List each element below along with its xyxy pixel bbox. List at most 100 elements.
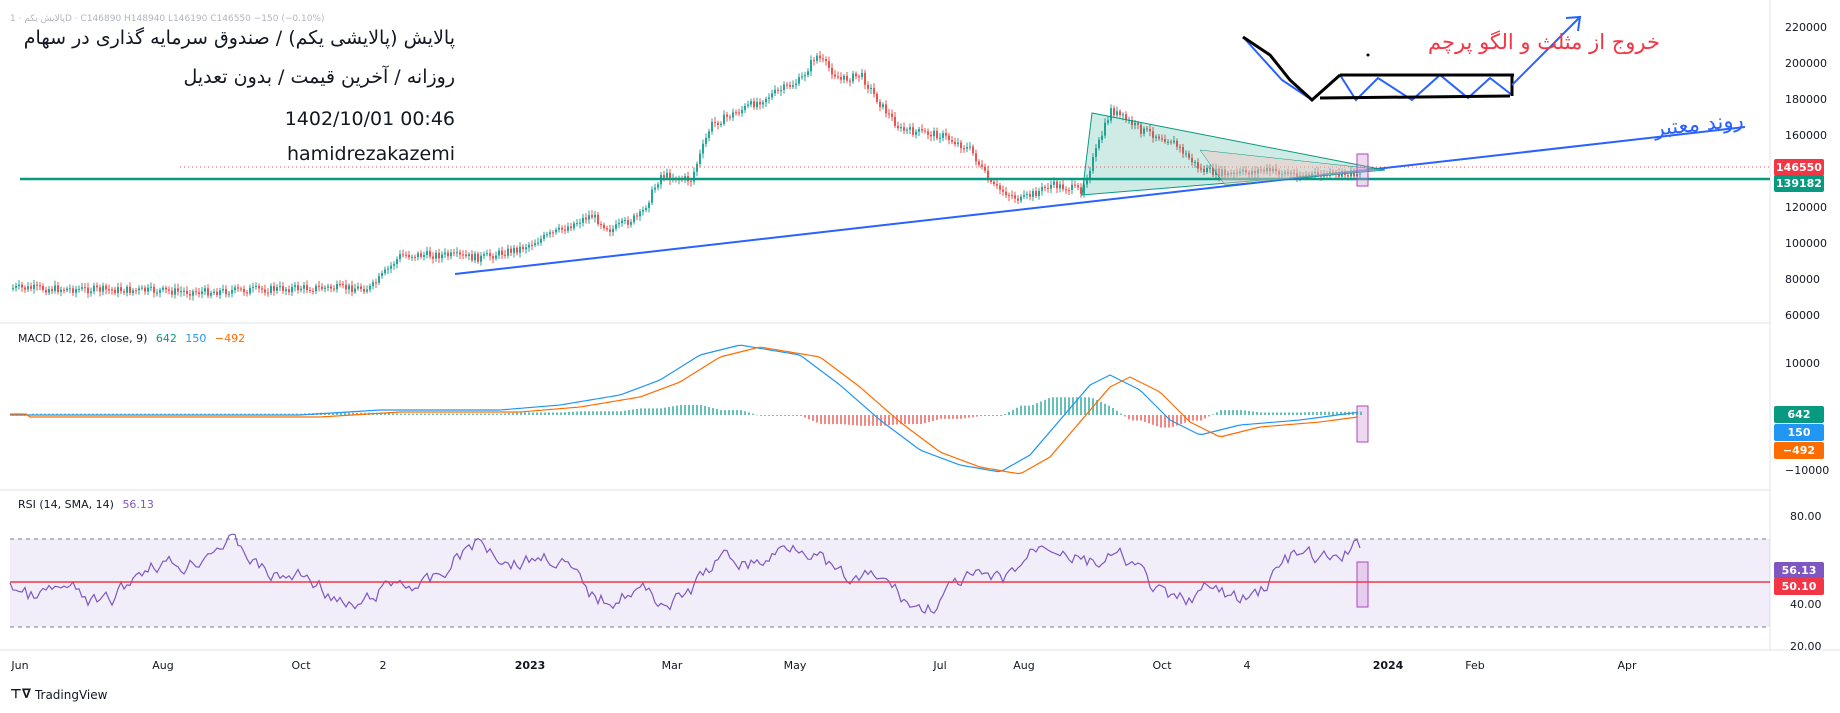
- candle-body: [300, 288, 302, 291]
- macd-hist-bar: [1148, 415, 1150, 424]
- candle-body: [879, 101, 881, 107]
- macd-hist-bar: [1004, 413, 1006, 415]
- macd-hist-bar: [968, 415, 970, 418]
- candle-body: [348, 285, 350, 290]
- candle-body: [1068, 189, 1070, 191]
- macd-hist-bar: [908, 415, 910, 425]
- macd-hist-bar: [816, 415, 818, 423]
- candle-body: [507, 248, 509, 256]
- candle-body: [933, 130, 935, 137]
- flag-bottom-line: [1319, 94, 1511, 100]
- candle-body: [36, 284, 38, 286]
- candle-body: [909, 127, 911, 130]
- candle-body: [198, 292, 200, 294]
- candle-body: [1056, 181, 1058, 189]
- candle-body: [756, 101, 758, 108]
- macd-hist-bar: [612, 411, 614, 415]
- candle-body: [870, 88, 872, 90]
- highlight-box-rsi[interactable]: [1356, 561, 1369, 608]
- candle-body: [354, 288, 356, 292]
- macd-hist-bar: [576, 411, 578, 415]
- candle-body: [414, 256, 416, 258]
- rsi-tick-label: 20.00: [1790, 640, 1822, 653]
- macd-hist-bar: [720, 410, 722, 415]
- candle-body: [48, 289, 50, 293]
- candle-body: [1272, 168, 1274, 172]
- macd-hist-bar: [1000, 415, 1002, 417]
- candle-body: [825, 59, 827, 62]
- candle-body: [555, 229, 557, 233]
- candle-body: [474, 253, 476, 261]
- macd-hist-bar: [288, 413, 290, 415]
- candle-body: [1119, 111, 1121, 116]
- candle-body: [1257, 169, 1259, 174]
- macd-hist-bar: [1328, 411, 1330, 415]
- candle-body: [54, 285, 56, 291]
- candle-body: [1236, 172, 1238, 174]
- candle-body: [147, 287, 149, 292]
- candle-body: [141, 287, 143, 289]
- time-tick-label: 4: [1243, 659, 1251, 672]
- candle-body: [78, 288, 80, 290]
- macd-hist-bar: [756, 414, 758, 416]
- candle-body: [216, 291, 218, 296]
- candle-body: [993, 181, 995, 185]
- macd-hist-bar: [632, 409, 634, 415]
- macd-hist-bar: [176, 413, 178, 415]
- macd-hist-bar: [84, 413, 86, 415]
- candle-body: [1095, 148, 1097, 158]
- last-price-badge: 146550: [1774, 159, 1824, 176]
- macd-hist-bar: [348, 412, 350, 415]
- candle-body: [117, 287, 119, 294]
- macd-hist-bar: [1136, 415, 1138, 421]
- macd-hist-bar: [1216, 412, 1218, 415]
- macd-hist-bar: [108, 413, 110, 415]
- candle-body: [1218, 168, 1220, 177]
- macd-legend[interactable]: MACD (12, 26, close, 9) 642 150 −492: [18, 332, 245, 345]
- tradingview-brand[interactable]: ⊤∇ TradingView: [10, 687, 107, 702]
- rsi-legend[interactable]: RSI (14, SMA, 14) 56.13: [18, 498, 154, 511]
- triangle-pattern[interactable]: [1081, 112, 1386, 196]
- candle-body: [534, 243, 536, 246]
- macd-hist-bar: [72, 413, 74, 415]
- candle-body: [516, 247, 518, 253]
- macd-hist-bar: [1044, 399, 1046, 415]
- candle-body: [822, 58, 824, 60]
- macd-hist-bar: [692, 404, 694, 415]
- macd-hist-bar: [64, 413, 66, 415]
- candle-body: [1047, 187, 1049, 189]
- macd-hist-bar: [116, 413, 118, 415]
- macd-hist-bar: [424, 413, 426, 415]
- candle-body: [495, 255, 497, 259]
- macd-hist-bar: [208, 413, 210, 415]
- macd-hist-bar: [32, 413, 34, 415]
- macd-hist-bar: [860, 415, 862, 426]
- candle-body: [462, 254, 464, 256]
- macd-hist-bar: [924, 415, 926, 424]
- candle-body: [483, 254, 485, 256]
- candle-body: [132, 290, 134, 293]
- breakout-annotation[interactable]: خروج از مثلث و الگو پرچم: [1428, 30, 1660, 54]
- macd-hist-bar: [1324, 411, 1326, 415]
- candle-body: [1143, 128, 1145, 134]
- macd-hist-bar: [664, 407, 666, 415]
- candle-body: [1092, 157, 1094, 171]
- highlight-box-price[interactable]: [1356, 153, 1369, 187]
- macd-hist-bar: [1152, 415, 1154, 425]
- candle-body: [732, 112, 734, 118]
- macd-hist-bar: [624, 410, 626, 415]
- macd-hist-bar: [1176, 415, 1178, 426]
- macd-hist-bar: [1292, 412, 1294, 415]
- candle-body: [1089, 170, 1091, 179]
- macd-hist-bar: [504, 413, 506, 415]
- macd-hist-bar: [36, 413, 38, 415]
- candle-body: [1203, 168, 1205, 173]
- candle-body: [789, 84, 791, 87]
- rising-trendline[interactable]: [454, 126, 1746, 275]
- highlight-box-macd[interactable]: [1356, 405, 1369, 443]
- candle-body: [33, 284, 35, 289]
- macd-hist-bar: [492, 413, 494, 415]
- macd-hist-bar: [1084, 397, 1086, 415]
